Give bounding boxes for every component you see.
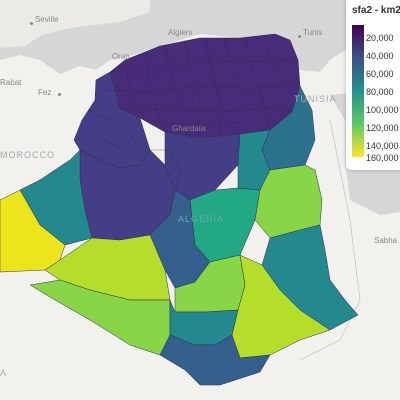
legend-title: sfa2 - km2 <box>352 5 400 16</box>
city-dot-tunis <box>298 35 301 38</box>
region-tamanrasset-east[interactable] <box>231 254 331 359</box>
city-dot-fez <box>58 93 61 96</box>
legend-tick: 80,000 <box>366 87 394 97</box>
algeria-provinces[interactable] <box>0 33 359 386</box>
label-morocco: MOROCCO <box>0 150 55 160</box>
legend-tick: 140,000 <box>366 141 399 151</box>
region-adrar-center[interactable] <box>149 189 211 289</box>
legend-tick: 100,000 <box>366 105 399 115</box>
north-province-lines <box>87 35 301 191</box>
legend-tick: 20,000 <box>366 33 394 43</box>
label-oran: Oran <box>112 52 130 61</box>
region-south[interactable] <box>159 334 271 386</box>
color-legend: sfa2 - km2 20,000 40,000 60,000 80,000 1… <box>346 0 400 170</box>
land-iberia <box>0 0 150 48</box>
city-dot-seville <box>30 22 33 25</box>
legend-color-bar <box>352 25 364 157</box>
legend-tick: 160,000 <box>366 153 399 163</box>
label-sabha: Sabha <box>374 236 398 245</box>
label-fez: Fez <box>38 88 52 97</box>
label-algiers: Algiers <box>168 28 193 37</box>
region-tindouf[interactable] <box>0 189 66 273</box>
label-tunis: Tunis <box>303 28 323 37</box>
label-tunisia: TUNISIA <box>294 94 337 104</box>
label-seville: Seville <box>35 15 59 24</box>
label-ghardaia: Ghardaïa <box>172 124 206 133</box>
border-libya <box>299 119 361 361</box>
label-algeria: ALGERIA <box>178 214 225 224</box>
label-rabat: Rabat <box>0 78 22 87</box>
legend-tick: 120,000 <box>366 123 399 133</box>
region-illizi-north[interactable] <box>254 164 323 239</box>
legend-tick: 60,000 <box>366 69 394 79</box>
legend-tick: 40,000 <box>366 51 394 61</box>
label-libya-fragment: A <box>0 368 8 378</box>
